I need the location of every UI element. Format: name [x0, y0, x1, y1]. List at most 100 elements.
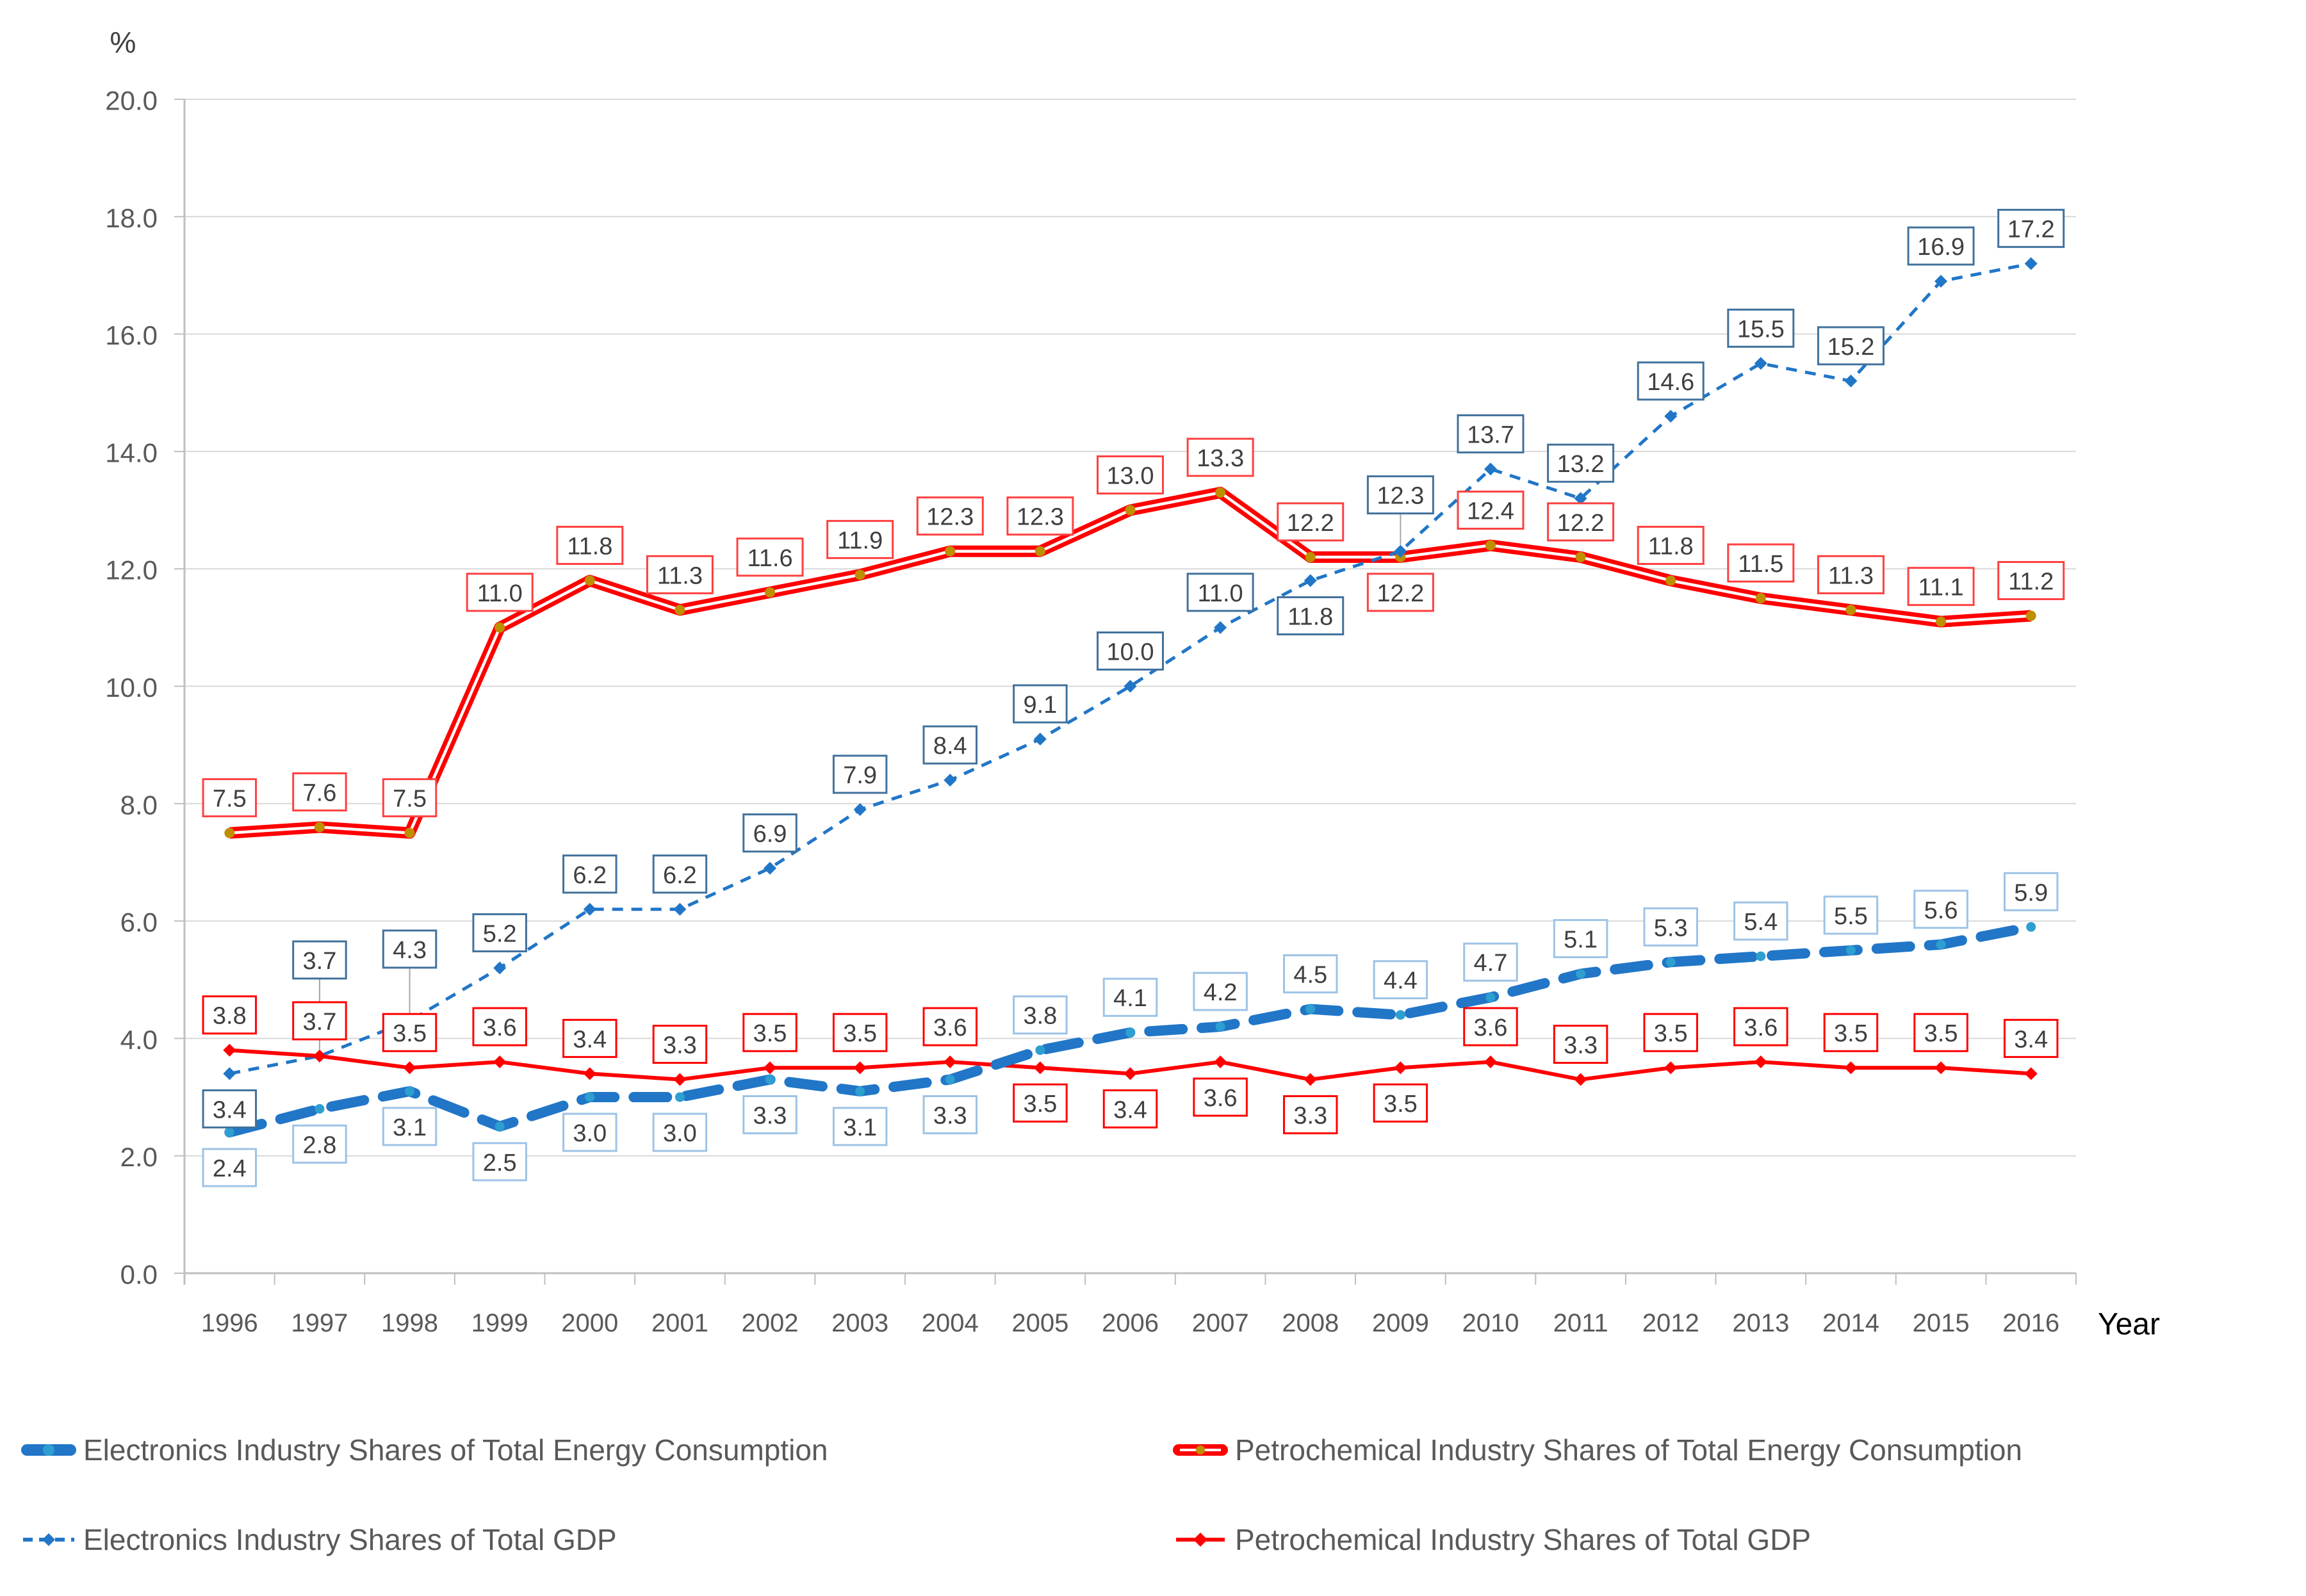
data-label-text: 4.3	[393, 937, 427, 964]
data-label-text: 3.5	[843, 1020, 877, 1047]
y-axis-tick-label: 10.0	[105, 672, 158, 703]
point-marker	[1934, 1061, 1948, 1075]
data-label-box	[742, 1095, 797, 1135]
legend-label: Electronics Industry Shares of Total GDP	[83, 1523, 617, 1556]
data-label-box	[292, 772, 347, 811]
data-label-box	[1913, 1013, 1968, 1052]
point-marker	[764, 1061, 777, 1075]
data-label-text: 3.5	[1924, 1020, 1958, 1047]
data-label-text: 3.3	[753, 1103, 787, 1130]
axis-layer	[174, 99, 2077, 1285]
point-marker	[1033, 732, 1047, 745]
data-label-box	[472, 913, 527, 952]
point-marker	[944, 1055, 957, 1069]
legend-item-electronics-gdp: Electronics Industry Shares of Total GDP	[19, 1513, 617, 1567]
data-label-text: 11.9	[837, 527, 883, 554]
data-label-text: 8.4	[933, 733, 967, 760]
data-label-text: 3.3	[933, 1103, 967, 1130]
series-markers-petrochemical-gdp	[223, 1043, 2038, 1086]
data-label-text: 11.1	[1918, 574, 1964, 601]
data-label-box	[922, 725, 978, 765]
data-label-box	[202, 778, 258, 818]
data-label-box	[1457, 414, 1525, 453]
data-label-text: 6.2	[573, 862, 607, 889]
data-label-text: 3.5	[1023, 1091, 1057, 1118]
data-label-box	[832, 1107, 888, 1146]
data-label-text: 7.5	[393, 786, 427, 813]
point-marker	[1574, 1073, 1587, 1086]
data-label-box	[1817, 326, 1885, 366]
data-label-box	[1997, 209, 2065, 248]
data-label-box	[736, 537, 804, 577]
data-label-box	[382, 1013, 437, 1052]
point-marker	[2025, 610, 2036, 621]
data-label-box	[916, 496, 984, 536]
data-label-text: 11.0	[477, 580, 523, 607]
data-label-text: 3.4	[573, 1026, 607, 1053]
point-marker	[855, 569, 865, 580]
data-label-box	[1643, 1013, 1698, 1052]
x-axis-tick-label: 2002	[742, 1309, 799, 1337]
data-label-text: 4.1	[1113, 985, 1147, 1012]
point-marker	[314, 822, 325, 833]
legend-item-electronics-energy: Electronics Industry Shares of Total Ene…	[19, 1423, 828, 1477]
data-label-box	[2003, 872, 2059, 911]
x-axis-tick-label: 2013	[1732, 1309, 1789, 1337]
data-label-text: 6.9	[753, 821, 787, 848]
data-label-text: 12.3	[1017, 504, 1064, 531]
point-marker	[853, 802, 867, 816]
point-marker	[583, 902, 596, 916]
data-label-box	[1373, 1083, 1428, 1123]
data-label-box	[382, 929, 437, 969]
data-label-box	[1733, 1007, 1788, 1046]
data-label-box	[652, 1025, 708, 1064]
data-label-box	[1186, 573, 1254, 612]
data-label-text: 5.2	[483, 920, 517, 947]
data-label-box	[1733, 901, 1788, 941]
point-marker	[1936, 616, 1947, 627]
data-label-box	[1013, 684, 1068, 724]
data-label-text: 7.9	[843, 762, 877, 789]
point-marker	[223, 1067, 236, 1080]
data-label-text: 4.7	[1474, 950, 1508, 977]
data-label-box	[382, 1107, 437, 1146]
data-label-box	[1366, 573, 1434, 612]
data-label-text: 15.5	[1737, 316, 1785, 343]
x-axis-tick-label: 2003	[831, 1309, 888, 1337]
point-marker	[1304, 574, 1317, 587]
point-marker	[1934, 275, 1948, 288]
data-label-text: 11.8	[1648, 533, 1694, 560]
point-marker	[764, 861, 777, 875]
data-label-text: 3.1	[393, 1114, 427, 1141]
x-axis-tick-label: 1997	[291, 1309, 348, 1337]
x-axis-tick-label: 2001	[651, 1309, 708, 1337]
data-label-box	[562, 1112, 617, 1152]
data-label-box	[1102, 977, 1158, 1017]
data-label-box	[1547, 443, 1615, 483]
point-marker	[1215, 1022, 1225, 1032]
point-marker	[1485, 992, 1496, 1002]
point-marker	[2024, 1067, 2038, 1080]
legend-label: Electronics Industry Shares of Total Ene…	[83, 1433, 828, 1467]
y-axis-tick-label: 18.0	[105, 203, 158, 233]
data-label-text: 3.1	[843, 1114, 877, 1141]
data-label-text: 13.3	[1197, 445, 1244, 472]
data-label-text: 3.8	[213, 1003, 247, 1030]
point-marker	[2024, 257, 2038, 270]
point-marker	[1574, 492, 1587, 505]
data-label-text: 7.6	[303, 779, 337, 806]
y-axis-tick-label: 4.0	[120, 1025, 158, 1055]
point-marker	[855, 1086, 865, 1096]
series-markers-electronics-energy	[224, 922, 2036, 1137]
data-label-box	[652, 1112, 708, 1152]
data-label-text: 3.5	[1654, 1020, 1688, 1047]
data-label-text: 11.3	[657, 562, 703, 589]
data-label-box	[1102, 1089, 1158, 1128]
x-axis-tick-label: 2005	[1011, 1309, 1068, 1337]
legend-swatch-petrochemical-energy-icon	[1171, 1433, 1230, 1467]
data-label-text: 11.2	[2008, 569, 2054, 596]
data-label-text: 3.7	[303, 1009, 337, 1036]
data-label-box	[1907, 567, 1975, 607]
data-label-box	[646, 555, 714, 594]
data-label-box	[1547, 502, 1615, 542]
